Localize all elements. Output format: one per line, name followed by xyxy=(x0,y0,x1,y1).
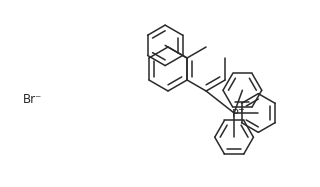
Text: P: P xyxy=(232,109,238,119)
Text: Br⁻: Br⁻ xyxy=(23,93,43,106)
Text: +: + xyxy=(237,105,244,114)
